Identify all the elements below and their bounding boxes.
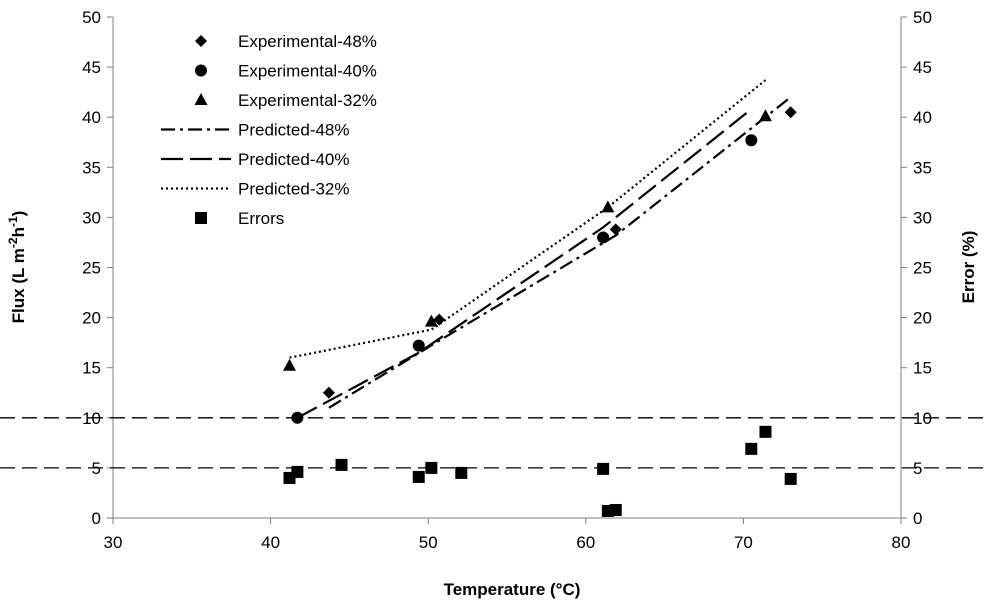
data-point	[283, 358, 297, 371]
y-right-tick-label: 5	[913, 459, 922, 478]
y-left-tick-label: 0	[92, 509, 101, 528]
y-left-tick-label: 35	[82, 158, 101, 177]
data-point	[784, 106, 797, 119]
y-right-tick-label: 45	[913, 58, 932, 77]
y-left-tick-label: 45	[82, 58, 101, 77]
y-right-tick-label: 20	[913, 309, 932, 328]
y-axis-right-title: Error (%)	[959, 231, 978, 304]
legend-swatch	[195, 212, 207, 224]
legend-swatch	[194, 93, 208, 105]
legend-label: Experimental-32%	[238, 91, 377, 110]
y-right-tick-label: 30	[913, 208, 932, 227]
y-axis-left-title-part: h	[9, 227, 28, 237]
y-axis-left-title-part: -1	[6, 216, 20, 227]
y-axis-left-title-part: )	[9, 211, 28, 217]
series-line	[296, 108, 752, 419]
axes: 0510152025303540455005101520253035404550…	[82, 8, 932, 552]
series-line	[289, 79, 767, 359]
data-point	[609, 503, 622, 516]
x-tick-label: 60	[576, 533, 595, 552]
legend-label: Experimental-48%	[238, 32, 377, 51]
y-axis-left-title-part: -2	[6, 237, 20, 248]
x-tick-label: 40	[261, 533, 280, 552]
y-left-tick-label: 15	[82, 359, 101, 378]
y-left-tick-label: 50	[82, 8, 101, 27]
x-axis-title: Temperature (°C)	[444, 580, 581, 599]
data-point	[412, 339, 425, 352]
legend-label: Predicted-40%	[238, 150, 350, 169]
legend-label: Predicted-48%	[238, 121, 350, 140]
y-right-tick-label: 15	[913, 359, 932, 378]
x-tick-label: 70	[734, 533, 753, 552]
y-right-tick-label: 35	[913, 158, 932, 177]
y-right-tick-label: 10	[913, 409, 932, 428]
y-right-tick-label: 40	[913, 108, 932, 127]
data-point	[601, 200, 615, 213]
data-point	[335, 458, 348, 471]
x-tick-label: 50	[419, 533, 438, 552]
data-point	[784, 472, 797, 485]
data-point	[433, 313, 446, 326]
data-point	[455, 466, 468, 479]
reference-lines	[0, 417, 985, 469]
data-point	[609, 223, 622, 236]
y-right-tick-label: 50	[913, 8, 932, 27]
data-point	[758, 109, 772, 122]
legend-label: Experimental-40%	[238, 62, 377, 81]
legend: Experimental-48% Experimental-40% Experime…	[161, 32, 377, 228]
y-right-tick-label: 25	[913, 259, 932, 278]
data-point	[745, 134, 758, 147]
y-axis-left-title-part: Flux (L m	[9, 248, 28, 323]
y-right-tick-label: 0	[913, 509, 922, 528]
y-axis-left-title: Flux (L m-2h-1)	[6, 211, 28, 324]
x-tick-label: 30	[104, 533, 123, 552]
data-point	[322, 386, 335, 399]
data-point	[425, 461, 438, 474]
data-point	[424, 314, 438, 327]
legend-label: Predicted-32%	[238, 180, 350, 199]
y-left-tick-label: 20	[82, 309, 101, 328]
x-tick-label: 80	[892, 533, 911, 552]
data-point	[745, 442, 758, 455]
y-left-tick-label: 30	[82, 208, 101, 227]
legend-swatch	[195, 35, 207, 47]
y-left-tick-label: 25	[82, 259, 101, 278]
data-point	[601, 504, 614, 517]
data-point	[597, 462, 610, 475]
series-line	[328, 96, 792, 409]
data-point	[759, 425, 772, 438]
legend-swatch	[195, 64, 207, 77]
data-point	[412, 470, 425, 483]
legend-label: Errors	[238, 209, 284, 228]
data-point	[597, 231, 610, 244]
plot-series	[283, 79, 797, 517]
y-left-tick-label: 40	[82, 108, 101, 127]
data-point	[291, 465, 304, 478]
